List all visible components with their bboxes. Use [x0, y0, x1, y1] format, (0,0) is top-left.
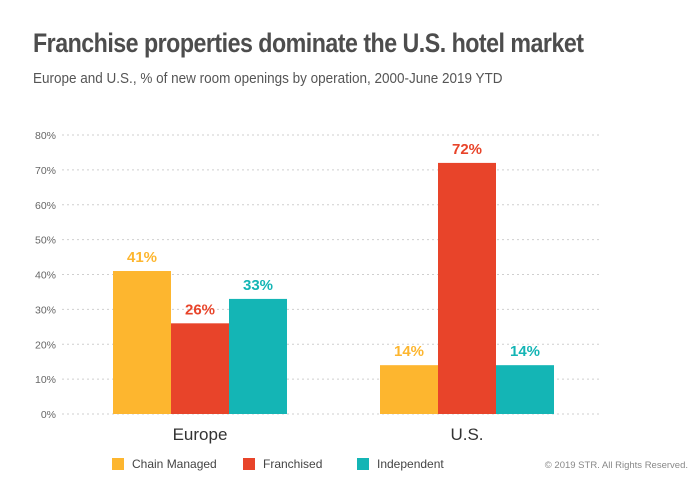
data-label: 26% — [185, 301, 215, 318]
data-label: 33% — [243, 277, 273, 294]
bar-chain-managed — [380, 365, 438, 414]
bar-franchised — [171, 323, 229, 414]
bars — [113, 162, 554, 414]
y-tick-label: 20% — [35, 339, 56, 351]
data-label: 72% — [452, 141, 482, 158]
y-tick-label: 80% — [35, 130, 56, 142]
chart-title: Franchise properties dominate the U.S. h… — [33, 28, 584, 58]
chart-subtitle: Europe and U.S., % of new room openings … — [33, 70, 503, 87]
bar-independent — [496, 365, 554, 414]
bar-independent — [229, 298, 287, 414]
y-tick-label: 70% — [35, 165, 56, 177]
y-tick-label: 30% — [35, 304, 56, 316]
y-tick-label: 50% — [35, 235, 56, 247]
x-category-label: Europe — [173, 425, 228, 444]
copyright-notice: © 2019 STR. All Rights Reserved. — [544, 460, 688, 471]
data-label: 41% — [127, 249, 157, 266]
y-tick-label: 0% — [41, 409, 56, 421]
bar-chain-managed — [113, 271, 171, 414]
data-label: 14% — [510, 343, 540, 360]
x-category-label: U.S. — [450, 425, 483, 444]
x-axis-categories: Europe U.S. — [173, 425, 484, 444]
bar-franchised — [438, 162, 496, 414]
data-label: 14% — [394, 343, 424, 360]
y-axis-ticks: 0% 10% 20% 30% 40% 50% 60% 70% 80% — [35, 130, 56, 421]
y-tick-label: 40% — [35, 270, 56, 282]
data-labels: 41% 26% 33% 14% 72% 14% — [127, 141, 540, 360]
y-tick-label: 10% — [35, 374, 56, 386]
y-tick-label: 60% — [35, 200, 56, 212]
